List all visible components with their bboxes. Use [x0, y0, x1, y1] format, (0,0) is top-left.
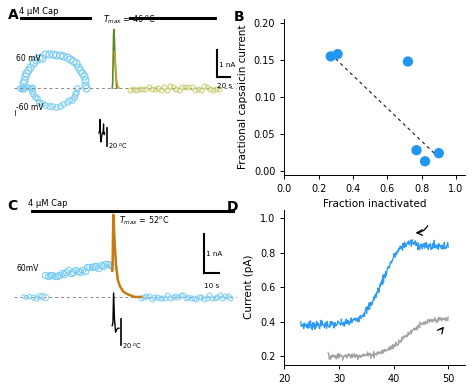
Text: -60 mV: -60 mV: [17, 104, 44, 113]
Text: 20 $^o$C: 20 $^o$C: [122, 341, 142, 351]
X-axis label: Fraction inactivated: Fraction inactivated: [323, 199, 426, 209]
Text: 1 nA: 1 nA: [219, 62, 236, 68]
Text: 20 $^o$C: 20 $^o$C: [108, 141, 128, 151]
Text: $T_{max}$ = 52$^o$C: $T_{max}$ = 52$^o$C: [119, 215, 169, 227]
Text: D: D: [227, 200, 238, 214]
Point: [413, 147, 420, 153]
Text: C: C: [8, 199, 18, 213]
Point: [435, 150, 443, 156]
Text: 4 μM Cap: 4 μM Cap: [27, 199, 67, 208]
Point: [404, 59, 412, 65]
Point: [421, 158, 429, 165]
Text: 4 μM Cap: 4 μM Cap: [18, 7, 58, 16]
Text: A: A: [8, 8, 18, 22]
Text: B: B: [234, 10, 245, 24]
Text: 1 nA: 1 nA: [206, 251, 222, 257]
Text: 10 s: 10 s: [204, 282, 219, 289]
Text: 60 mV: 60 mV: [17, 54, 41, 63]
Y-axis label: Fractional capsaicin current: Fractional capsaicin current: [238, 25, 248, 169]
Point: [334, 51, 341, 57]
Text: 20 s: 20 s: [217, 83, 232, 88]
Y-axis label: Current (pA): Current (pA): [245, 255, 255, 319]
Point: [327, 53, 335, 59]
Text: 60mV: 60mV: [17, 264, 39, 273]
Text: $T_{max}$ = 46 $^o$C: $T_{max}$ = 46 $^o$C: [103, 14, 156, 26]
